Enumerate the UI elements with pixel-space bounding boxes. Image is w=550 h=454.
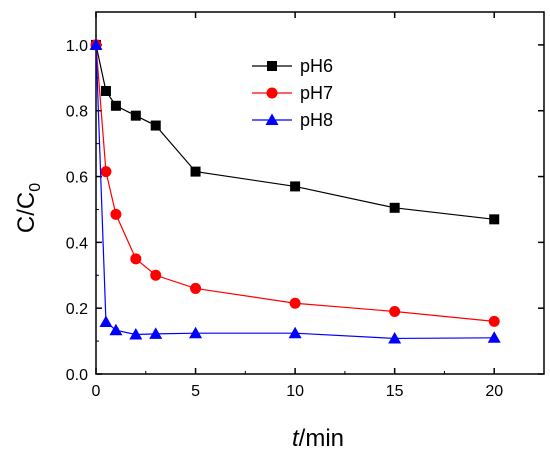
legend: pH6 pH7 pH8 <box>252 56 333 130</box>
data-point-ph8 <box>487 331 501 343</box>
data-point-ph8 <box>129 328 143 340</box>
legend-marker-ph8 <box>265 113 279 125</box>
x-axis-title: t/min <box>292 425 344 452</box>
x-tick-label: 0 <box>92 383 101 400</box>
data-point-ph8 <box>109 323 123 336</box>
legend-label-ph8: pH8 <box>300 110 333 130</box>
series-ph8 <box>89 38 501 344</box>
x-axis-title-italic: t <box>292 425 300 452</box>
y-axis-title: C/C0 <box>13 183 44 233</box>
data-point-ph6 <box>130 110 141 121</box>
data-point-ph7 <box>150 269 162 281</box>
data-point-ph7 <box>100 166 112 178</box>
data-point-ph6 <box>389 202 400 213</box>
data-point-ph7 <box>190 282 202 294</box>
plot-area-border <box>95 11 545 375</box>
x-tick-label: 20 <box>485 383 503 400</box>
x-tick-label: 10 <box>286 383 304 400</box>
data-point-ph6 <box>290 181 301 192</box>
data-point-ph6 <box>489 214 500 225</box>
y-tick-label: 0.4 <box>66 235 88 252</box>
x-tick-label: 15 <box>386 383 404 400</box>
plot-frame <box>95 11 545 375</box>
y-tick-label: 0.2 <box>66 301 88 318</box>
data-point-ph6 <box>110 100 121 111</box>
data-point-ph7 <box>488 315 500 327</box>
series-ph7 <box>90 39 500 327</box>
legend-label-ph6: pH6 <box>300 56 333 76</box>
data-point-ph7 <box>289 297 301 309</box>
data-point-ph8 <box>99 315 113 328</box>
y-tick-label: 0.0 <box>66 367 88 384</box>
data-point-ph6 <box>100 85 111 96</box>
data-point-ph8 <box>149 327 163 339</box>
data-point-ph7 <box>110 208 122 220</box>
data-point-ph7 <box>130 253 142 265</box>
series-layer <box>89 38 501 344</box>
series-ph6 <box>91 39 500 225</box>
x-tick-label: 5 <box>191 383 200 400</box>
legend-item-ph7: pH7 <box>252 83 333 103</box>
data-point-ph7 <box>389 305 401 317</box>
data-point-ph8 <box>388 331 402 344</box>
y-tick-label: 0.6 <box>66 170 88 187</box>
ticks-layer: 0 5 10 15 20 0.0 0.2 0.4 0.6 0.8 1.0 <box>66 11 544 400</box>
legend-item-ph8: pH8 <box>252 110 333 130</box>
data-point-ph8 <box>89 38 103 50</box>
data-point-ph8 <box>288 326 302 339</box>
data-point-ph6 <box>150 120 161 131</box>
y-axis-title-subscript: 0 <box>27 183 44 192</box>
y-tick-label: 1.0 <box>66 38 88 55</box>
legend-item-ph6: pH6 <box>252 56 333 76</box>
legend-marker-ph6 <box>267 61 277 71</box>
data-point-ph8 <box>189 326 203 339</box>
legend-marker-ph7 <box>266 87 278 99</box>
data-point-ph6 <box>190 166 201 177</box>
x-axis-title-rest: /min <box>299 425 344 452</box>
legend-label-ph7: pH7 <box>300 83 333 103</box>
y-axis-title-main: C/C <box>13 192 40 233</box>
y-tick-label: 0.8 <box>66 104 88 121</box>
